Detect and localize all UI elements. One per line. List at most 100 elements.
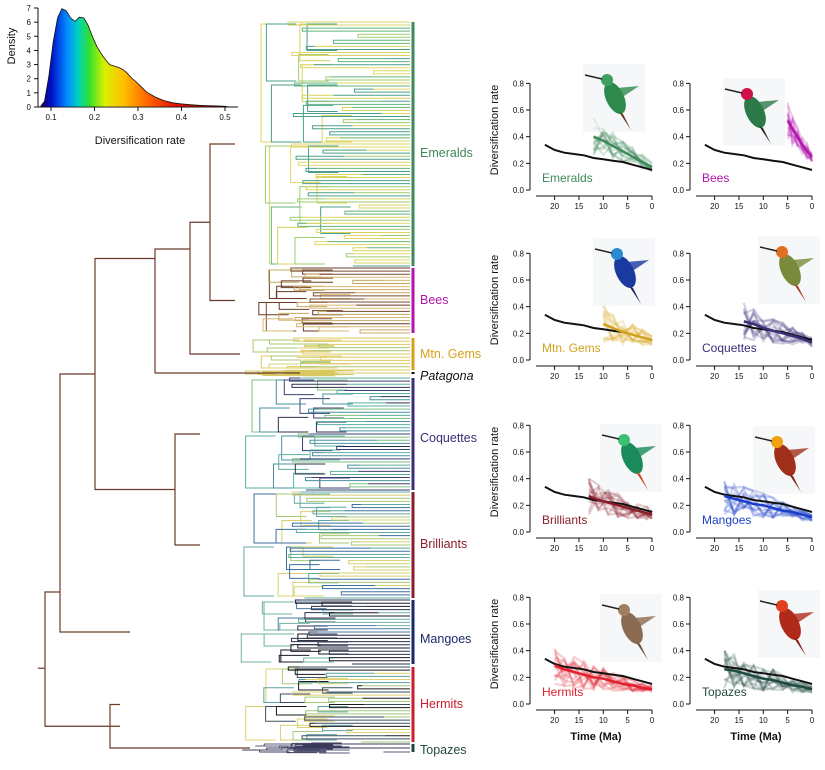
panel-clade-rate-line bbox=[724, 668, 813, 691]
clade-label: Bees bbox=[420, 293, 449, 307]
density-y-tick-label: 2 bbox=[27, 75, 32, 84]
bird-wing bbox=[634, 616, 656, 628]
panel-y-tick-label: 0.6 bbox=[513, 448, 525, 457]
panel-x-tick-label: 0 bbox=[650, 202, 655, 211]
panel-posterior-line bbox=[553, 657, 653, 692]
tree-internal-branch bbox=[312, 292, 356, 297]
panel-posterior-line bbox=[786, 115, 813, 159]
panel-y-tick-label: 0.6 bbox=[673, 106, 685, 115]
tree-internal-branch bbox=[305, 617, 336, 623]
panel-y-tick-label: 0.4 bbox=[513, 303, 525, 312]
panel-y-tick-label: 0.2 bbox=[513, 329, 525, 338]
density-y-tick-label: 1 bbox=[27, 89, 32, 98]
panel-x-tick-label: 20 bbox=[710, 202, 719, 211]
panel-posterior-line bbox=[588, 489, 654, 519]
bird-tail bbox=[619, 112, 631, 130]
tree-internal-branch bbox=[306, 734, 337, 741]
panel-y-tick-label: 0.4 bbox=[513, 133, 525, 142]
tree-internal-branch bbox=[322, 724, 353, 732]
tree-internal-branch bbox=[279, 622, 310, 631]
bird-wing bbox=[787, 448, 809, 460]
rate-panel: 20 15 10 5 0 0.0 0.2 0.4 0.6 0.8 Mangoes bbox=[673, 421, 815, 553]
panel-posterior-line bbox=[592, 133, 653, 170]
tree-internal-branch bbox=[373, 70, 389, 75]
tree-internal-branch bbox=[298, 679, 314, 684]
tree-internal-branch bbox=[265, 668, 296, 703]
tree-internal-branch bbox=[294, 237, 325, 265]
tree-backbone-branch bbox=[94, 257, 155, 491]
panel-posterior-line bbox=[786, 105, 814, 162]
tree-internal-branch bbox=[311, 605, 366, 611]
panel-posterior-line bbox=[723, 660, 813, 692]
panel-y-tick-label: 0.4 bbox=[513, 475, 525, 484]
tree-internal-branch bbox=[302, 323, 334, 332]
tree-internal-branch bbox=[291, 522, 364, 527]
tree-internal-branch bbox=[324, 414, 361, 419]
panel-y-tick-label: 0.0 bbox=[513, 528, 525, 537]
panel-background-rate-line bbox=[544, 657, 653, 685]
bird-tail bbox=[794, 284, 806, 302]
tree-internal-branch bbox=[305, 273, 362, 278]
tree-internal-branch bbox=[318, 326, 349, 332]
tree-internal-branch bbox=[297, 433, 327, 438]
panel-y-tick-label: 0.8 bbox=[513, 421, 525, 430]
tree-internal-branch bbox=[289, 377, 314, 382]
tree-internal-branch bbox=[270, 84, 302, 143]
tree-internal-branch bbox=[319, 572, 386, 577]
bird-wing bbox=[792, 612, 814, 624]
hummingbird-illustration bbox=[593, 238, 655, 306]
bird-wing bbox=[617, 86, 639, 98]
panel-posterior-line bbox=[724, 485, 813, 523]
tree-internal-branch bbox=[350, 541, 362, 546]
panel-y-tick-label: 0.8 bbox=[513, 593, 525, 602]
tree-internal-branch bbox=[297, 222, 331, 227]
panel-posterior-line bbox=[742, 307, 813, 346]
tree-internal-branch bbox=[308, 578, 323, 583]
panel-clade-title: Bees bbox=[702, 171, 729, 185]
panel-clade-rate-line bbox=[602, 322, 653, 342]
tree-internal-branch bbox=[312, 452, 351, 457]
tree-internal-branch bbox=[321, 585, 375, 590]
tree-internal-branch bbox=[346, 729, 385, 734]
density-y-tick-label: 5 bbox=[27, 32, 32, 41]
density-y-tick-label: 3 bbox=[27, 61, 32, 70]
panel-x-tick-label: 20 bbox=[550, 544, 559, 553]
panel-clade-rate-line bbox=[723, 494, 813, 519]
panel-clade-rate-line bbox=[743, 320, 813, 344]
tree-internal-branch bbox=[345, 253, 358, 258]
panel-posterior-line bbox=[592, 140, 653, 169]
tree-internal-branch bbox=[369, 396, 383, 401]
tree-internal-branch bbox=[328, 697, 363, 702]
tree-internal-branch bbox=[357, 33, 384, 38]
panel-posterior-line bbox=[742, 312, 813, 344]
tree-internal-branch bbox=[309, 298, 365, 303]
panel-posterior-line bbox=[602, 316, 653, 342]
panel-x-tick-label: 0 bbox=[650, 716, 655, 725]
tree-internal-branch bbox=[299, 186, 330, 224]
clade-label: Mtn. Gems bbox=[420, 347, 481, 361]
tree-backbone-branch bbox=[44, 591, 120, 727]
tree-internal-branch bbox=[294, 317, 366, 322]
rate-panel: 20 15 10 5 0 0.0 0.2 0.4 0.6 0.8 Brilliants Diversi… bbox=[489, 421, 655, 553]
tree-internal-branch bbox=[294, 82, 338, 87]
tree-internal-branch bbox=[319, 749, 350, 754]
panel-x-tick-label: 10 bbox=[599, 544, 608, 553]
tree-internal-branch bbox=[263, 743, 295, 747]
tree-internal-branch bbox=[270, 355, 302, 361]
tree-internal-branch bbox=[269, 339, 300, 345]
tree-backbone-branch bbox=[189, 221, 240, 355]
tree-internal-branch bbox=[304, 696, 335, 703]
tree-internal-branch bbox=[287, 666, 302, 671]
tree-internal-branch bbox=[291, 491, 310, 496]
bird-tail bbox=[759, 126, 771, 144]
tree-internal-branch bbox=[275, 379, 307, 405]
tree-internal-branch bbox=[275, 528, 307, 544]
panel-clade-title: Brilliants bbox=[542, 513, 587, 527]
panel-x-tick-label: 10 bbox=[759, 202, 768, 211]
panel-clade-rate-line bbox=[554, 664, 653, 691]
panel-x-tick-label: 20 bbox=[550, 372, 559, 381]
panel-x-tick-label: 5 bbox=[625, 202, 630, 211]
tree-internal-branch bbox=[354, 259, 382, 264]
tree-internal-branch bbox=[275, 493, 307, 517]
